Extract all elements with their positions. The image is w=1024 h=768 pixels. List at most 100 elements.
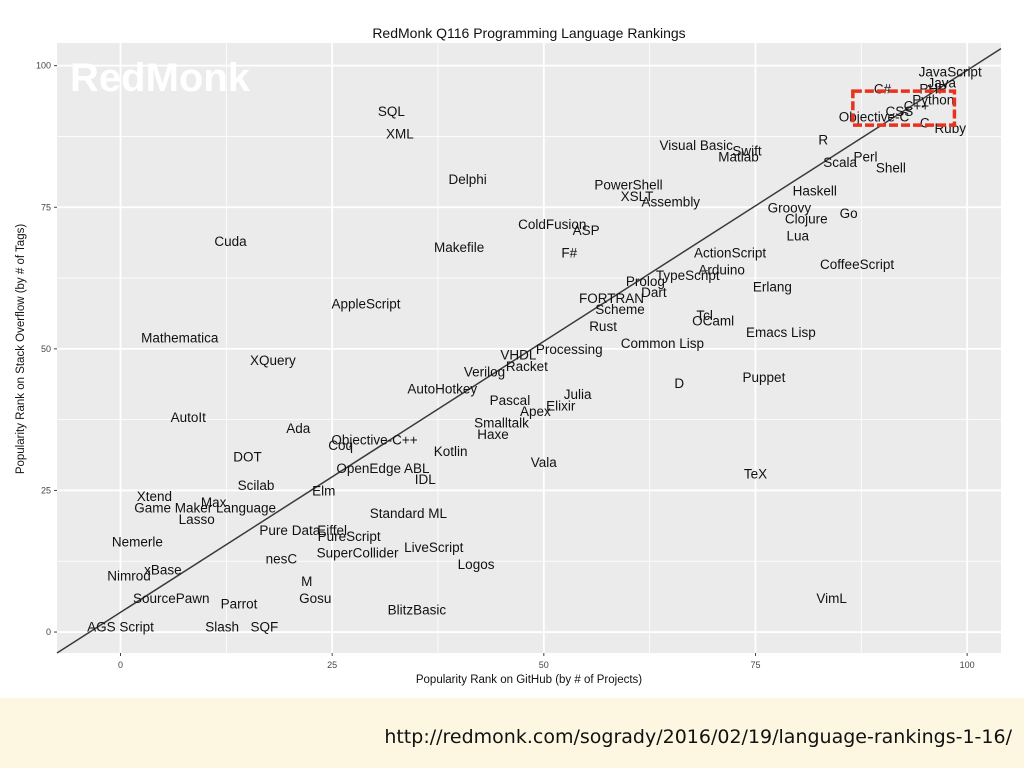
language-label: Processing: [536, 342, 603, 357]
language-label: SuperCollider: [317, 546, 399, 561]
language-label: ASP: [573, 223, 600, 238]
language-label: xBase: [144, 563, 182, 578]
language-label: Haxe: [477, 427, 509, 442]
language-label: XSLT: [621, 189, 654, 204]
language-label: Racket: [506, 359, 548, 374]
language-label: M: [301, 574, 312, 589]
highlight-box: [851, 89, 957, 127]
language-label: Common Lisp: [621, 336, 704, 351]
language-label: OpenEdge ABL: [336, 461, 430, 476]
redmonk-watermark-logo: RedMonk: [70, 56, 251, 100]
language-label: PowerShell: [594, 178, 662, 193]
language-label: Ruby: [934, 121, 966, 136]
grid-lines: [57, 43, 1001, 653]
language-label: nesC: [266, 551, 298, 566]
language-label: Max: [201, 495, 227, 510]
language-label: Xtend: [137, 489, 172, 504]
language-label: TypeScript: [656, 268, 720, 283]
language-labels: JavaScriptJavaPHPPythonC#C++CSSCObjectiv…: [87, 64, 982, 634]
language-label: Kotlin: [434, 444, 468, 459]
language-label: Delphi: [448, 172, 486, 187]
language-label: Scala: [823, 155, 857, 170]
language-label: Haskell: [793, 183, 837, 198]
language-label: DOT: [233, 449, 262, 464]
language-label: Pascal: [490, 393, 531, 408]
language-label: Elm: [312, 483, 335, 498]
language-label: Game Maker Language: [134, 500, 276, 515]
language-label: XQuery: [250, 353, 296, 368]
x-tick-label: 25: [327, 660, 337, 670]
language-label: C++: [904, 98, 930, 113]
language-label: Prolog: [626, 274, 665, 289]
language-label: Python: [912, 93, 954, 108]
language-label: Verilog: [464, 365, 505, 380]
language-label: Assembly: [642, 195, 701, 210]
x-tick-label: 0: [118, 660, 123, 670]
language-label: AppleScript: [331, 297, 400, 312]
y-axis-title: Popularity Rank on Stack Overflow (by # …: [15, 224, 27, 475]
y-tick-label: 100: [36, 61, 51, 71]
language-label: FORTRAN: [579, 291, 644, 306]
language-label: SourcePawn: [133, 591, 210, 606]
chart-title: RedMonk Q116 Programming Language Rankin…: [372, 25, 685, 41]
language-label: Vala: [531, 455, 558, 470]
source-url[interactable]: http://redmonk.com/sogrady/2016/02/19/la…: [384, 726, 1012, 748]
language-label: CoffeeScript: [820, 257, 894, 272]
language-label: Standard ML: [370, 506, 448, 521]
language-label: Lua: [787, 229, 810, 244]
language-label: Parrot: [221, 597, 258, 612]
language-label: Objective-C++: [331, 432, 417, 447]
language-label: Smalltalk: [474, 415, 529, 430]
language-label: Ada: [286, 421, 311, 436]
language-label: C#: [874, 81, 892, 96]
language-label: Coq: [328, 438, 353, 453]
language-label: BlitzBasic: [388, 602, 447, 617]
language-label: JavaScript: [919, 64, 982, 79]
y-axis-ticks: 0 25 50 75 100: [36, 61, 57, 637]
x-axis-ticks: 0 25 50 75 100: [118, 653, 975, 670]
scatter-chart: RedMonk Q116 Programming Language Rankin…: [15, 25, 1002, 686]
language-label: C: [920, 115, 930, 130]
chart-figure: RedMonk Q116 Programming Language Rankin…: [15, 25, 1002, 686]
x-axis-title: Popularity Rank on GitHub (by # of Proje…: [416, 674, 642, 686]
language-label: Groovy: [768, 200, 812, 215]
language-label: Matlab: [718, 149, 759, 164]
language-label: Nemerle: [112, 534, 163, 549]
language-label: Lasso: [179, 512, 215, 527]
language-label: Slash: [205, 619, 239, 634]
language-label: Makefile: [434, 240, 484, 255]
language-label: Mathematica: [141, 331, 219, 346]
language-label: R: [818, 132, 828, 147]
language-label: ColdFusion: [518, 217, 586, 232]
language-label: AGS Script: [87, 619, 154, 634]
x-tick-label: 75: [750, 660, 760, 670]
x-tick-label: 50: [539, 660, 549, 670]
language-label: Perl: [854, 149, 878, 164]
language-label: Arduino: [698, 263, 745, 278]
language-label: AutoHotkey: [407, 381, 477, 396]
language-label: Gosu: [299, 591, 331, 606]
language-label: Elixir: [546, 398, 576, 413]
language-label: Java: [927, 76, 956, 91]
language-label: F#: [561, 246, 577, 261]
language-label: VimL: [816, 591, 847, 606]
language-label: Eiffel: [317, 523, 347, 538]
language-label: TeX: [744, 466, 767, 481]
language-label: Julia: [564, 387, 592, 402]
language-label: Rust: [589, 319, 617, 334]
y-tick-label: 50: [41, 344, 51, 354]
language-label: LiveScript: [404, 540, 464, 555]
y-tick-label: 75: [41, 202, 51, 212]
language-label: Pure Data: [259, 523, 320, 538]
language-label: PureScript: [318, 529, 381, 544]
language-label: Logos: [458, 557, 495, 572]
language-label: Visual Basic: [660, 138, 734, 153]
language-label: Scheme: [595, 302, 645, 317]
x-tick-label: 100: [960, 660, 975, 670]
language-label: OCaml: [692, 314, 734, 329]
language-label: Scilab: [238, 478, 275, 493]
language-label: XML: [386, 127, 414, 142]
language-label: Swift: [732, 144, 762, 159]
language-label: Puppet: [743, 370, 786, 385]
trend-line: [56, 48, 1002, 654]
